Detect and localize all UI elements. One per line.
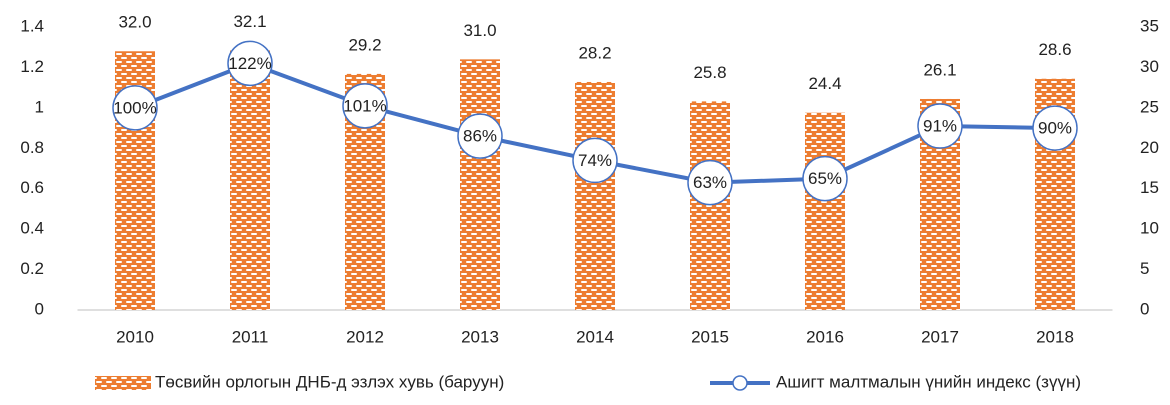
y-tick-label: 0.8 (20, 138, 44, 157)
y-tick-label: 0 (35, 299, 44, 318)
y-tick-label: 1.4 (20, 16, 44, 35)
line-marker (112, 85, 158, 131)
y2-tick-label: 0 (1140, 299, 1149, 318)
line-marker (227, 40, 273, 87)
bar (805, 112, 845, 310)
y2-tick-label: 10 (1140, 219, 1159, 238)
x-tick-label: 2018 (1036, 327, 1074, 346)
y-tick-label: 1 (35, 97, 44, 116)
legend-swatch-marker (732, 375, 748, 391)
bar-value-label: 29.2 (348, 35, 381, 54)
y2-tick-label: 35 (1140, 16, 1159, 35)
bar (230, 50, 270, 310)
line-marker (802, 155, 848, 202)
line-value-label: 63% (693, 173, 727, 192)
bar (690, 101, 730, 310)
y2-tick-label: 15 (1140, 178, 1159, 197)
bar-value-label: 26.1 (923, 60, 956, 79)
line-value-label: 90% (1038, 119, 1072, 138)
bar-value-label: 28.2 (578, 43, 611, 62)
line-marker (687, 159, 733, 206)
x-tick-label: 2015 (691, 327, 729, 346)
line-value-label: 101% (343, 96, 386, 115)
x-tick-label: 2010 (116, 327, 154, 346)
y-tick-label: 0.6 (20, 178, 44, 197)
bar-value-label: 25.8 (693, 63, 726, 82)
bar-value-label: 24.4 (808, 74, 841, 93)
y2-tick-label: 25 (1140, 97, 1159, 116)
line-marker (457, 113, 503, 159)
y2-tick-label: 20 (1140, 138, 1159, 157)
y2-tick-label: 5 (1140, 259, 1149, 278)
bar (575, 81, 615, 311)
line-marker (917, 103, 963, 149)
y-tick-label: 0.2 (20, 259, 44, 278)
legend-label: Төсвийн орлогын ДНБ-д эзлэх хувь (баруун… (155, 372, 504, 391)
bar-value-label: 28.6 (1038, 40, 1071, 59)
y-tick-label: 0.4 (20, 219, 44, 238)
x-tick-label: 2013 (461, 327, 499, 346)
line-value-label: 91% (923, 117, 957, 136)
bar-value-label: 31.0 (463, 21, 496, 40)
x-tick-label: 2017 (921, 327, 959, 346)
y2-tick-label: 30 (1140, 57, 1159, 76)
line-marker (572, 137, 618, 184)
line-marker (1032, 105, 1078, 151)
bar (460, 59, 500, 310)
line-value-label: 100% (113, 98, 156, 117)
y-tick-label: 1.2 (20, 57, 44, 76)
line-value-label: 65% (808, 169, 842, 188)
x-tick-label: 2014 (576, 327, 614, 346)
line-value-label: 86% (463, 127, 497, 146)
line-value-label: 122% (228, 54, 271, 73)
x-tick-label: 2012 (346, 327, 384, 346)
bar-value-label: 32.1 (233, 12, 266, 31)
line-marker (342, 83, 388, 129)
x-tick-label: 2011 (232, 327, 269, 346)
x-tick-label: 2016 (806, 327, 844, 346)
line-value-label: 74% (578, 151, 612, 170)
legend-swatch (95, 376, 151, 390)
bar-value-label: 32.0 (118, 13, 151, 32)
legend-label: Ашигт малтмалын үнийн индекс (зүүн) (776, 372, 1081, 391)
